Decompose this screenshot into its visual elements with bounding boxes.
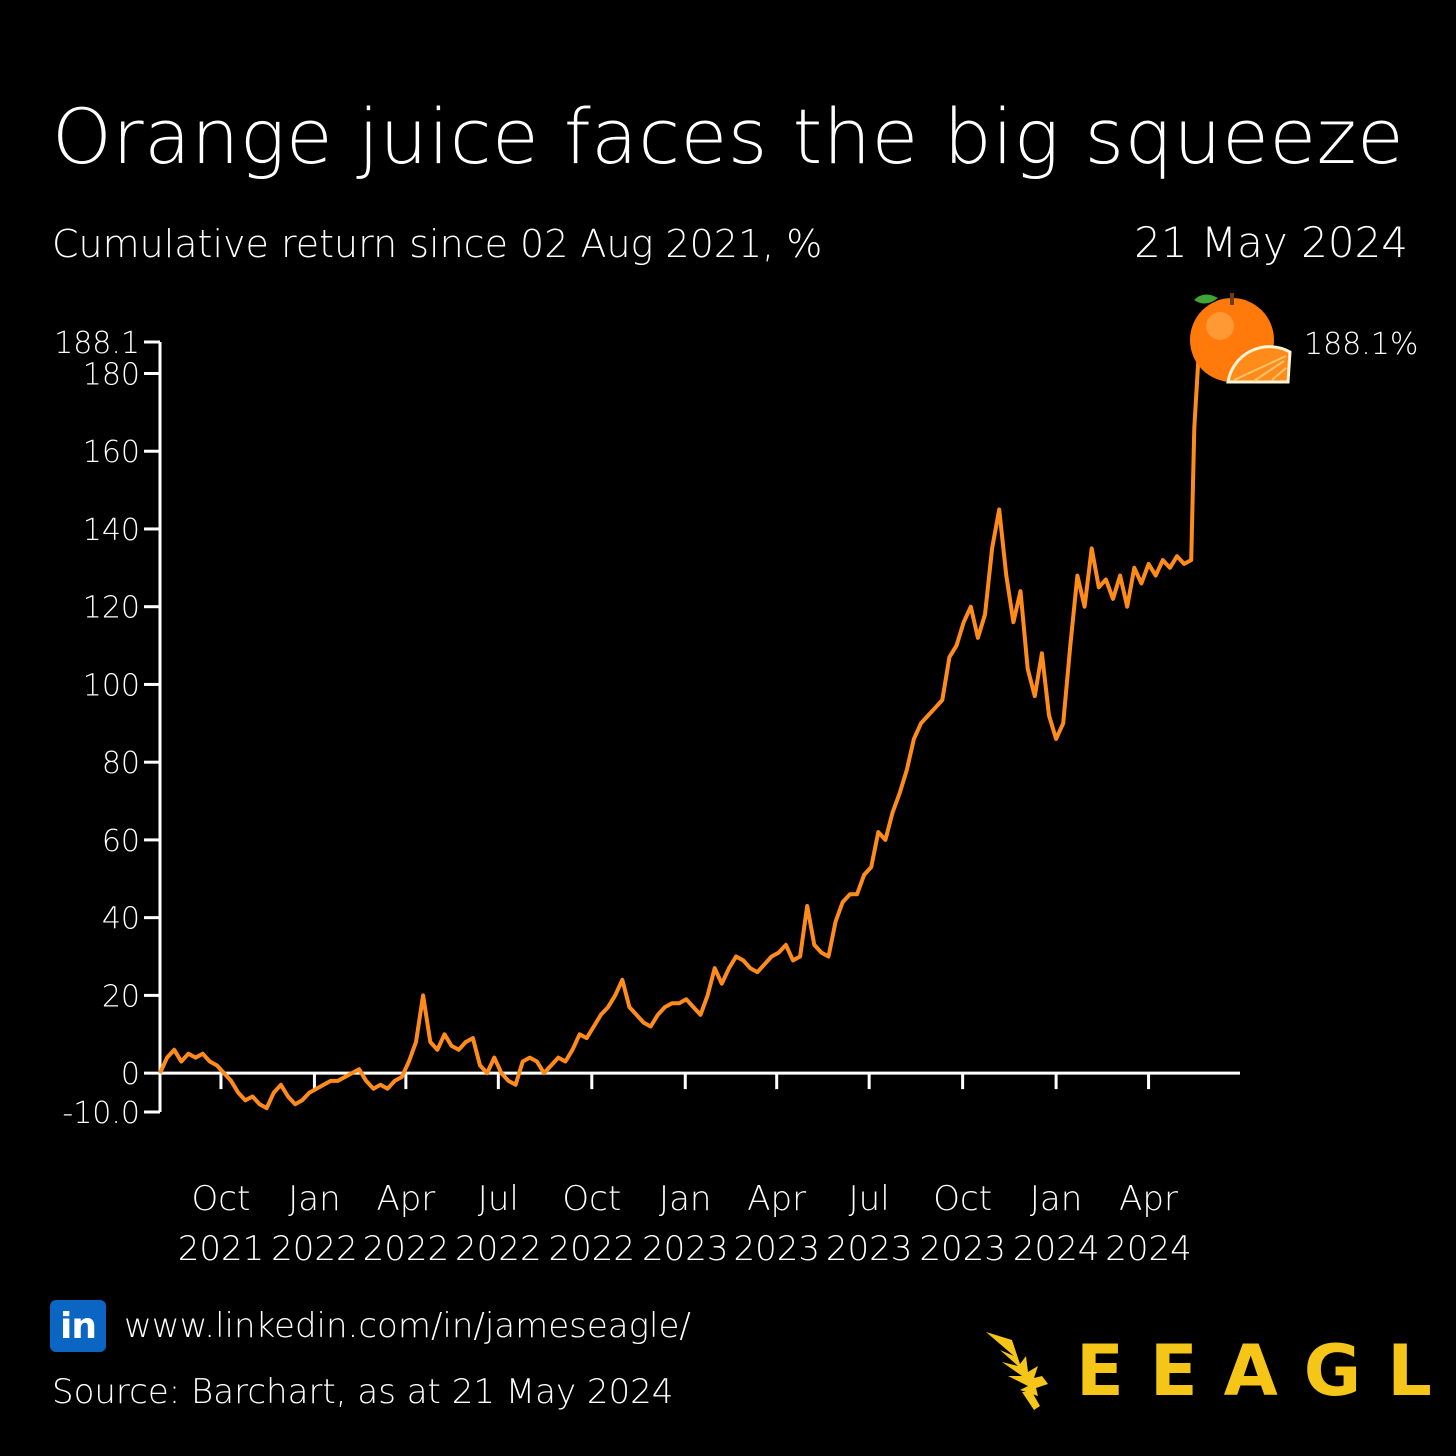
x-tick-label-year: 2023 — [733, 1229, 820, 1269]
linkedin-link[interactable]: in www.linkedin.com/in/jameseagle/ — [50, 1300, 691, 1352]
x-tick-label-year: 2021 — [178, 1229, 265, 1269]
y-tick-label: 40 — [102, 902, 140, 937]
y-tick-label: 100 — [83, 668, 140, 703]
y-tick-label: 180 — [83, 357, 140, 392]
as-of-date: 21 May 2024 — [1134, 218, 1408, 267]
linkedin-url[interactable]: www.linkedin.com/in/jameseagle/ — [124, 1306, 691, 1346]
x-tick-label-month: Apr — [376, 1179, 435, 1219]
chart-subtitle: Cumulative return since 02 Aug 2021, % — [52, 222, 823, 266]
x-tick-label-year: 2024 — [1105, 1229, 1192, 1269]
y-tick-label: -10.0 — [62, 1096, 140, 1131]
x-tick-label-year: 2022 — [455, 1229, 542, 1269]
y-tick-label: 188.1 — [54, 326, 140, 361]
x-tick-label-month: Oct — [192, 1179, 251, 1219]
eagle-logo-icon — [986, 1332, 1048, 1410]
x-tick-label-month: Jan — [288, 1179, 340, 1219]
x-tick-label-year: 2023 — [919, 1229, 1006, 1269]
x-tick-label-month: Jul — [849, 1179, 890, 1219]
x-tick-label-month: Jan — [659, 1179, 711, 1219]
x-tick-label-month: Jan — [1030, 1179, 1082, 1219]
series-line — [158, 341, 1202, 1111]
x-tick-label-month: Oct — [562, 1179, 621, 1219]
chart-axes — [158, 342, 1240, 1112]
brand-name: EEAGLI — [1076, 1330, 1456, 1412]
x-tick-label-month: Apr — [1119, 1179, 1178, 1219]
x-tick-label-year: 2024 — [1013, 1229, 1100, 1269]
y-tick-label: 20 — [102, 979, 140, 1014]
brand-logo: EEAGLI — [978, 1326, 1456, 1416]
y-tick-label: 0 — [121, 1057, 140, 1092]
orange-fruit-icon — [1190, 293, 1292, 384]
x-tick-label-year: 2023 — [826, 1229, 913, 1269]
y-tick-label: 120 — [83, 591, 140, 626]
x-tick-label-year: 2023 — [642, 1229, 729, 1269]
x-tick-label-year: 2022 — [549, 1229, 636, 1269]
x-tick-label-year: 2022 — [271, 1229, 358, 1269]
x-axis-ticks: Oct 2021 Jan 2022 Apr 2022 Jul 2022 Oct 2022 Jan 20… — [178, 1073, 1192, 1269]
y-tick-label: 60 — [102, 824, 140, 859]
x-tick-label-year: 2022 — [363, 1229, 450, 1269]
chart-title: Orange juice faces the big squeeze — [52, 92, 1405, 181]
source-note: Source: Barchart, as at 21 May 2024 — [52, 1372, 674, 1412]
x-tick-label-month: Jul — [478, 1179, 519, 1219]
y-tick-label: 160 — [83, 435, 140, 470]
x-tick-label-month: Oct — [933, 1179, 992, 1219]
x-tick-label-month: Apr — [747, 1179, 806, 1219]
y-tick-label: 80 — [102, 746, 140, 781]
linkedin-icon[interactable]: in — [50, 1300, 106, 1352]
end-value-label: 188.1% — [1304, 327, 1418, 362]
y-tick-label: 140 — [83, 513, 140, 548]
